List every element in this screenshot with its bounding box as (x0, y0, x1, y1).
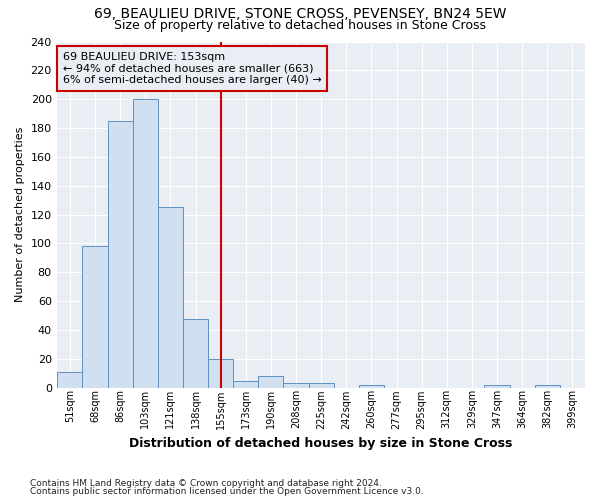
Bar (82, 246, 107, 388)
Bar (107, 121, 133, 388)
Bar (183, 318, 208, 388)
Text: 69, BEAULIEU DRIVE, STONE CROSS, PEVENSEY, BN24 5EW: 69, BEAULIEU DRIVE, STONE CROSS, PEVENSE… (94, 8, 506, 22)
Bar (283, 384, 308, 388)
Bar (484, 385, 509, 388)
Bar (308, 384, 334, 388)
Bar (133, 99, 158, 388)
X-axis label: Distribution of detached houses by size in Stone Cross: Distribution of detached houses by size … (130, 437, 513, 450)
Bar (158, 208, 183, 388)
Bar (58, 372, 82, 388)
Y-axis label: Number of detached properties: Number of detached properties (15, 127, 25, 302)
Text: Contains HM Land Registry data © Crown copyright and database right 2024.: Contains HM Land Registry data © Crown c… (30, 478, 382, 488)
Text: 69 BEAULIEU DRIVE: 153sqm
← 94% of detached houses are smaller (663)
6% of semi-: 69 BEAULIEU DRIVE: 153sqm ← 94% of detac… (62, 52, 322, 85)
Bar (535, 385, 560, 388)
Text: Contains public sector information licensed under the Open Government Licence v3: Contains public sector information licen… (30, 487, 424, 496)
Bar (259, 376, 283, 388)
Bar (233, 380, 259, 388)
Text: Size of property relative to detached houses in Stone Cross: Size of property relative to detached ho… (114, 18, 486, 32)
Bar (208, 359, 233, 388)
Bar (359, 385, 384, 388)
